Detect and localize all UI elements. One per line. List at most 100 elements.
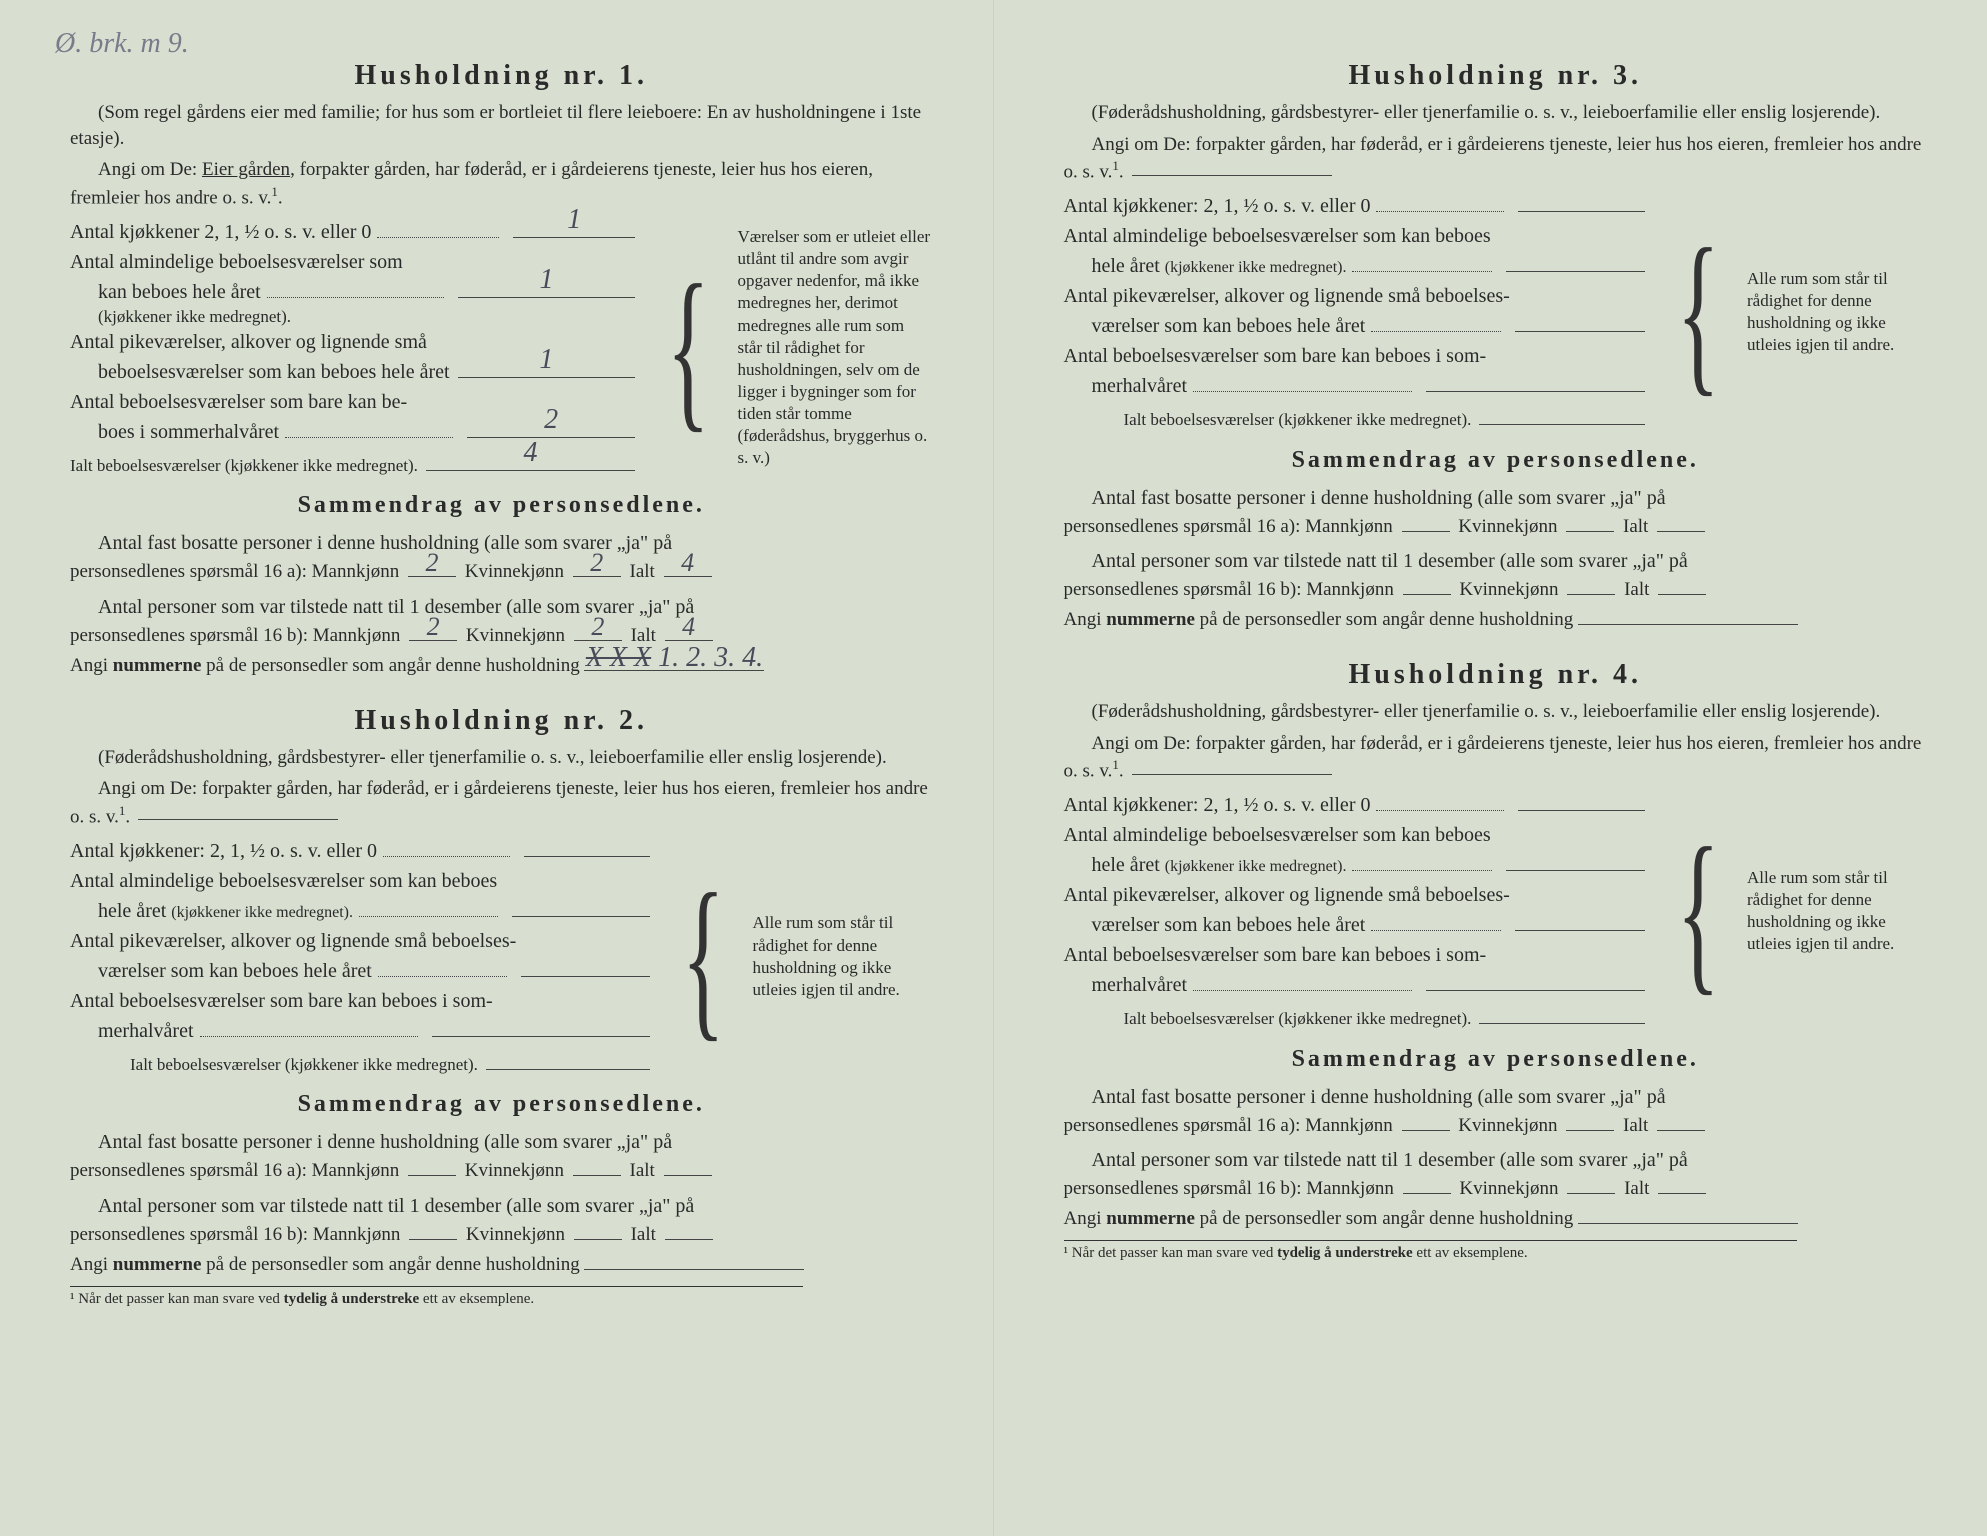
- footnote-left-bold: tydelig å understreke: [284, 1291, 420, 1307]
- hh3-sum-title: Sammendrag av personsedlene.: [1064, 447, 1928, 474]
- hh4-r5-text: Ialt beboelsesværelser (kjøkkener ikke m…: [1124, 1006, 1472, 1032]
- hh1-angi-num-blank: X X X 1. 2. 3. 4.: [584, 670, 764, 671]
- hh2-r2note: (kjøkkener ikke medregnet).: [171, 904, 353, 921]
- hh4-s2b: personsedlenes spørsmål 16 b): Mannkjønn…: [1064, 1176, 1928, 1202]
- hh2-s2i-text: Ialt: [631, 1224, 656, 1245]
- hh4-angi: Angi om De: forpakter gården, har føderå…: [1064, 731, 1928, 785]
- hh4-r1-text: Antal kjøkkener: 2, 1, ½ o. s. v. eller …: [1064, 790, 1371, 820]
- hh4-r2b-text: hele året: [1092, 854, 1165, 876]
- hh2-r4b-text: merhalvåret: [98, 1016, 194, 1046]
- hh3-r4b: merhalvåret: [1064, 371, 1649, 401]
- hh1-s1k-text: Kvinnekjønn: [465, 561, 564, 582]
- hh1-title: Husholdning nr. 1.: [70, 60, 933, 92]
- hh1-s1b-text: personsedlenes spørsmål 16 a): Mannkjønn: [70, 561, 399, 582]
- hh1-sum-title: Sammendrag av personsedlene.: [70, 492, 933, 519]
- hh3-r5: Ialt beboelsesværelser (kjøkkener ikke m…: [1064, 407, 1649, 433]
- hh2-s1i-text: Ialt: [630, 1160, 655, 1181]
- hh2-s2a: Antal personer som var tilstede natt til…: [70, 1190, 933, 1222]
- hh4-s2b-text: personsedlenes spørsmål 16 b): Mannkjønn: [1064, 1178, 1394, 1199]
- footnote-right-rest: ett av eksemplene.: [1413, 1245, 1528, 1261]
- hh3-rooms-block: Antal kjøkkener: 2, 1, ½ o. s. v. eller …: [1064, 191, 1928, 433]
- hh1-rooms-left: Antal kjøkkener 2, 1, ½ o. s. v. eller 0…: [70, 217, 639, 479]
- hh1-s1k-blank: 2: [573, 576, 621, 577]
- hh2-s1b: personsedlenes spørsmål 16 a): Mannkjønn…: [70, 1158, 933, 1184]
- hh1-s2a: Antal personer som var tilstede natt til…: [70, 591, 933, 623]
- hh3-angi-num: Angi nummerne på de personsedler som ang…: [1064, 609, 1928, 631]
- hh2-r4a: Antal beboelsesværelser som bare kan beb…: [70, 986, 654, 1016]
- hh1-angi-num-bold: nummerne: [113, 655, 202, 676]
- hh2-angi: Angi om De: forpakter gården, har føderå…: [70, 776, 933, 830]
- hh1-s1i-blank: 4: [664, 576, 712, 577]
- hh4-s1b: personsedlenes spørsmål 16 a): Mannkjønn…: [1064, 1113, 1928, 1139]
- hh3-brace-text: Alle rum som står til rådighet for denne…: [1747, 268, 1927, 356]
- hh3-r2a: Antal almindelige beboelsesværelser som …: [1064, 221, 1649, 251]
- hh4-sum-title: Sammendrag av personsedlene.: [1064, 1046, 1928, 1073]
- hh4-s2k-text: Kvinnekjønn: [1459, 1178, 1558, 1199]
- footnote-left-pre: ¹ Når det passer kan man svare ved: [70, 1291, 284, 1307]
- hh3-s1k-text: Kvinnekjønn: [1458, 516, 1557, 537]
- hh2-angi-num: Angi nummerne på de personsedler som ang…: [70, 1254, 933, 1276]
- hh2-s2k-text: Kvinnekjønn: [466, 1224, 565, 1245]
- hh4-r3b: værelser som kan beboes hele året: [1064, 910, 1649, 940]
- hh1-r5-value: 4: [524, 432, 538, 474]
- hh1-r3b: beboelsesværelser som kan beboes hele år…: [70, 357, 639, 387]
- hh4-title: Husholdning nr. 4.: [1064, 659, 1928, 691]
- hh2-intro: (Føderådshusholdning, gårdsbestyrer- ell…: [70, 745, 933, 771]
- hh4-r4b: merhalvåret: [1064, 970, 1649, 1000]
- hh4-s1i-text: Ialt: [1623, 1115, 1648, 1136]
- hh4-s1k-text: Kvinnekjønn: [1458, 1115, 1557, 1136]
- hh2-angi-num-pre: Angi: [70, 1254, 113, 1275]
- hh3-angi-num-bold: nummerne: [1106, 609, 1195, 630]
- hh3-r4b-text: merhalvåret: [1092, 371, 1188, 401]
- hh3-r5-text: Ialt beboelsesværelser (kjøkkener ikke m…: [1124, 407, 1472, 433]
- hh1-rooms-block: Antal kjøkkener 2, 1, ½ o. s. v. eller 0…: [70, 217, 933, 479]
- hh1-r2a: Antal almindelige beboelsesværelser som: [70, 247, 639, 277]
- hh4-angi-num-rest: på de personsedler som angår denne husho…: [1195, 1208, 1573, 1229]
- hh1-r2-blank: 1: [458, 297, 635, 298]
- hh1-s1m-blank: 2: [408, 576, 456, 577]
- hh2-s1b-text: personsedlenes spørsmål 16 a): Mannkjønn: [70, 1160, 399, 1181]
- household-4: Husholdning nr. 4. (Føderådshusholdning,…: [1064, 659, 1928, 1262]
- footnote-right-bold: tydelig å understreke: [1277, 1245, 1413, 1261]
- hh3-s1a: Antal fast bosatte personer i denne hush…: [1064, 482, 1928, 514]
- hh4-brace-text: Alle rum som står til rådighet for denne…: [1747, 867, 1927, 955]
- hh2-sup: 1: [119, 803, 126, 818]
- hh4-r5: Ialt beboelsesværelser (kjøkkener ikke m…: [1064, 1006, 1649, 1032]
- hh3-r2note: (kjøkkener ikke medregnet).: [1165, 259, 1347, 276]
- hh4-angi-num-pre: Angi: [1064, 1208, 1107, 1229]
- footnote-right-pre: ¹ Når det passer kan man svare ved: [1064, 1245, 1278, 1261]
- hh3-s2b-text: personsedlenes spørsmål 16 b): Mannkjønn: [1064, 579, 1394, 600]
- hh4-r4a: Antal beboelsesværelser som bare kan beb…: [1064, 940, 1649, 970]
- hh3-r3b-text: værelser som kan beboes hele året: [1092, 311, 1366, 341]
- hh1-r5-text: Ialt beboelsesværelser (kjøkkener ikke m…: [70, 453, 418, 479]
- hh1-r1: Antal kjøkkener 2, 1, ½ o. s. v. eller 0…: [70, 217, 639, 247]
- household-2: Husholdning nr. 2. (Føderådshusholdning,…: [70, 705, 933, 1308]
- hh1-angi-num: Angi nummerne på de personsedler som ang…: [70, 655, 933, 677]
- hh2-rooms-block: Antal kjøkkener: 2, 1, ½ o. s. v. eller …: [70, 836, 933, 1078]
- hh2-s1k-text: Kvinnekjønn: [465, 1160, 564, 1181]
- hh4-intro: (Føderådshusholdning, gårdsbestyrer- ell…: [1064, 699, 1928, 725]
- hh1-r2b-text: kan beboes hele året: [98, 277, 261, 307]
- hh1-r4-blank: 2: [467, 437, 635, 438]
- hh4-r3b-text: værelser som kan beboes hele året: [1092, 910, 1366, 940]
- hh4-angi-num-bold: nummerne: [1106, 1208, 1195, 1229]
- hh1-r2b: kan beboes hele året 1: [70, 277, 639, 307]
- hh1-r5: Ialt beboelsesværelser (kjøkkener ikke m…: [70, 453, 639, 479]
- hh2-sum-title: Sammendrag av personsedlene.: [70, 1091, 933, 1118]
- hh4-sup: 1: [1112, 757, 1119, 772]
- hh2-r1: Antal kjøkkener: 2, 1, ½ o. s. v. eller …: [70, 836, 654, 866]
- hh4-r4b-text: merhalvåret: [1092, 970, 1188, 1000]
- hh2-rooms-left: Antal kjøkkener: 2, 1, ½ o. s. v. eller …: [70, 836, 654, 1078]
- hh1-r2note: (kjøkkener ikke medregnet).: [98, 307, 639, 327]
- hh1-s1i-text: Ialt: [630, 561, 655, 582]
- hh4-s1b-text: personsedlenes spørsmål 16 a): Mannkjønn: [1064, 1115, 1393, 1136]
- right-page: Husholdning nr. 3. (Føderådshusholdning,…: [994, 0, 1987, 1536]
- hh2-s2b: personsedlenes spørsmål 16 b): Mannkjønn…: [70, 1222, 933, 1248]
- hh1-sup: 1: [271, 184, 278, 199]
- hh3-rooms-left: Antal kjøkkener: 2, 1, ½ o. s. v. eller …: [1064, 191, 1649, 433]
- hh2-angi-num-bold: nummerne: [113, 1254, 202, 1275]
- hh1-s2k-text: Kvinnekjønn: [466, 625, 565, 646]
- hh1-r1-value: 1: [567, 199, 581, 241]
- hh4-rooms-block: Antal kjøkkener: 2, 1, ½ o. s. v. eller …: [1064, 790, 1928, 1032]
- hh4-r3a: Antal pikeværelser, alkover og lignende …: [1064, 880, 1649, 910]
